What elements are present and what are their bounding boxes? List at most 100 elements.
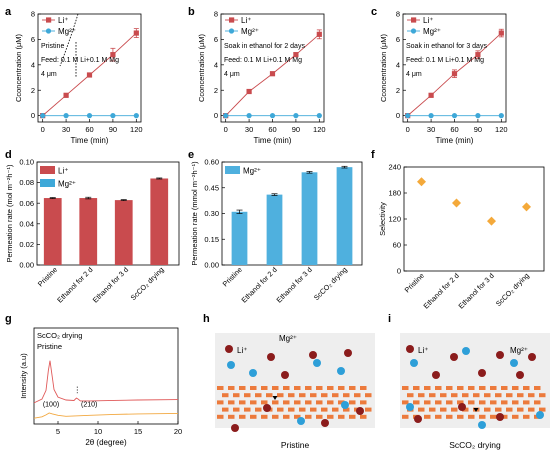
e-legend-label: Mg²⁺ bbox=[243, 167, 261, 176]
g-legend-label: Pristine bbox=[37, 342, 62, 351]
g-axes-frame bbox=[33, 327, 179, 425]
i-membrane-brick bbox=[528, 407, 535, 412]
b-ylabel: Cconcentration (μM) bbox=[197, 33, 206, 102]
i-membrane-brick bbox=[407, 393, 414, 398]
e-bar-mg bbox=[301, 172, 318, 265]
i-membrane-brick bbox=[424, 400, 431, 405]
b-legend-li-marker bbox=[229, 17, 235, 23]
c-xtick-label: 60 bbox=[450, 125, 458, 134]
h-membrane-brick bbox=[217, 386, 224, 390]
h-mg-ion bbox=[313, 359, 321, 367]
a-annotation-thickness: 4 μm bbox=[41, 71, 57, 78]
c-mg-point bbox=[405, 113, 411, 119]
i-membrane-brick bbox=[495, 407, 502, 412]
c-legend-mg-marker bbox=[410, 28, 417, 34]
b-annotation-feed: Feed: 0.1 M Li+0.1 M Mg bbox=[224, 57, 302, 64]
i-li-ion bbox=[516, 371, 524, 379]
i-membrane-brick bbox=[402, 386, 409, 390]
h-mg-ion bbox=[337, 367, 345, 375]
i-membrane-brick bbox=[429, 393, 436, 398]
h-li-ion bbox=[231, 424, 239, 432]
d-ytick-label: 0.00 bbox=[19, 261, 34, 270]
d-category-label: ScCO₂ drying bbox=[129, 265, 166, 302]
g-xtick-label: 5 bbox=[56, 427, 60, 436]
h-membrane-brick bbox=[338, 386, 345, 390]
g-peak-label: (210) bbox=[81, 402, 97, 409]
i-membrane-brick bbox=[424, 414, 431, 419]
i-membrane-brick bbox=[490, 414, 497, 419]
i-membrane-brick bbox=[424, 386, 431, 390]
f-ytick-label: 0 bbox=[397, 267, 401, 276]
i-membrane-brick bbox=[413, 400, 420, 405]
h-membrane-brick bbox=[343, 393, 350, 398]
i-membrane-brick bbox=[479, 386, 486, 390]
c-ylabel: Cconcentration (μM) bbox=[379, 33, 388, 102]
f-category-label: Ethanol for 2 d bbox=[421, 271, 460, 310]
c-li-point bbox=[451, 71, 458, 77]
i-membrane-brick bbox=[490, 386, 497, 390]
f-point bbox=[487, 216, 496, 226]
a-ytick-label: 8 bbox=[31, 10, 35, 19]
f-ytick-label: 120 bbox=[388, 215, 401, 224]
c-xtick-label: 30 bbox=[427, 125, 435, 134]
d-ytick-label: 0.10 bbox=[19, 158, 34, 167]
f-ytick-label: 240 bbox=[388, 163, 401, 172]
b-li-point bbox=[269, 71, 276, 77]
i-membrane-brick bbox=[440, 393, 447, 398]
h-membrane-brick bbox=[365, 393, 372, 398]
panel-label-g: g bbox=[5, 313, 12, 325]
c-annotation-condition: Soak in ethanol for 3 days bbox=[406, 43, 487, 50]
h-membrane-brick bbox=[288, 393, 295, 398]
c-xtick-label: 120 bbox=[495, 125, 508, 134]
panel-label-h: h bbox=[203, 313, 210, 325]
b-mg-point bbox=[223, 113, 229, 119]
i-membrane-brick bbox=[468, 400, 475, 405]
i-membrane-brick bbox=[479, 400, 486, 405]
i-mg-ion bbox=[536, 411, 544, 419]
h-caption: Pristine bbox=[281, 440, 310, 450]
i-membrane-brick bbox=[440, 407, 447, 412]
i-membrane-brick bbox=[451, 393, 458, 398]
h-membrane-brick bbox=[310, 407, 317, 412]
h-membrane-brick bbox=[233, 407, 240, 412]
a-ytick-label: 6 bbox=[31, 35, 35, 44]
i-mg-label: Mg²⁺ bbox=[510, 346, 528, 355]
c-xlabel: Time (min) bbox=[436, 136, 474, 145]
panel-label-f: f bbox=[371, 149, 375, 161]
i-membrane-brick bbox=[446, 386, 453, 390]
i-mg-ion bbox=[406, 403, 414, 411]
b-xtick-label: 60 bbox=[268, 125, 276, 134]
b-annotation-condition: Soak in ethanol for 2 days bbox=[224, 43, 305, 50]
h-membrane-brick bbox=[233, 393, 240, 398]
d-bar-li bbox=[79, 198, 98, 265]
e-ylabel: Permeation rate (mmol m⁻²h⁻¹) bbox=[190, 161, 199, 266]
c-annotation-thickness: 4 μm bbox=[406, 71, 422, 78]
h-membrane-brick bbox=[294, 414, 301, 419]
a-xlabel: Time (min) bbox=[71, 136, 109, 145]
i-membrane-brick bbox=[517, 393, 524, 398]
b-annotation-thickness: 4 μm bbox=[224, 71, 240, 78]
b-ytick-label: 0 bbox=[214, 111, 218, 120]
i-membrane-brick bbox=[462, 407, 469, 412]
h-membrane-brick bbox=[316, 414, 323, 419]
c-mg-point bbox=[451, 113, 458, 119]
h-membrane-brick bbox=[360, 386, 367, 390]
h-membrane-brick bbox=[217, 400, 224, 405]
h-membrane-brick bbox=[222, 393, 229, 398]
i-membrane-brick bbox=[501, 414, 508, 419]
d-ytick-label: 0.04 bbox=[19, 219, 34, 228]
h-membrane-brick bbox=[250, 386, 257, 390]
i-membrane-brick bbox=[512, 400, 519, 405]
h-membrane-brick bbox=[338, 400, 345, 405]
b-axes-frame bbox=[220, 13, 325, 123]
i-membrane-brick bbox=[528, 393, 535, 398]
c-ytick-label: 0 bbox=[396, 111, 400, 120]
e-ytick-label: 0.45 bbox=[204, 183, 219, 192]
i-membrane-brick bbox=[468, 414, 475, 419]
a-legend-mg-marker bbox=[45, 28, 52, 34]
i-membrane-brick bbox=[413, 386, 420, 390]
i-membrane-brick bbox=[435, 414, 442, 419]
h-membrane-brick bbox=[277, 407, 284, 412]
h-membrane-brick bbox=[239, 386, 246, 390]
i-membrane-brick bbox=[451, 407, 458, 412]
